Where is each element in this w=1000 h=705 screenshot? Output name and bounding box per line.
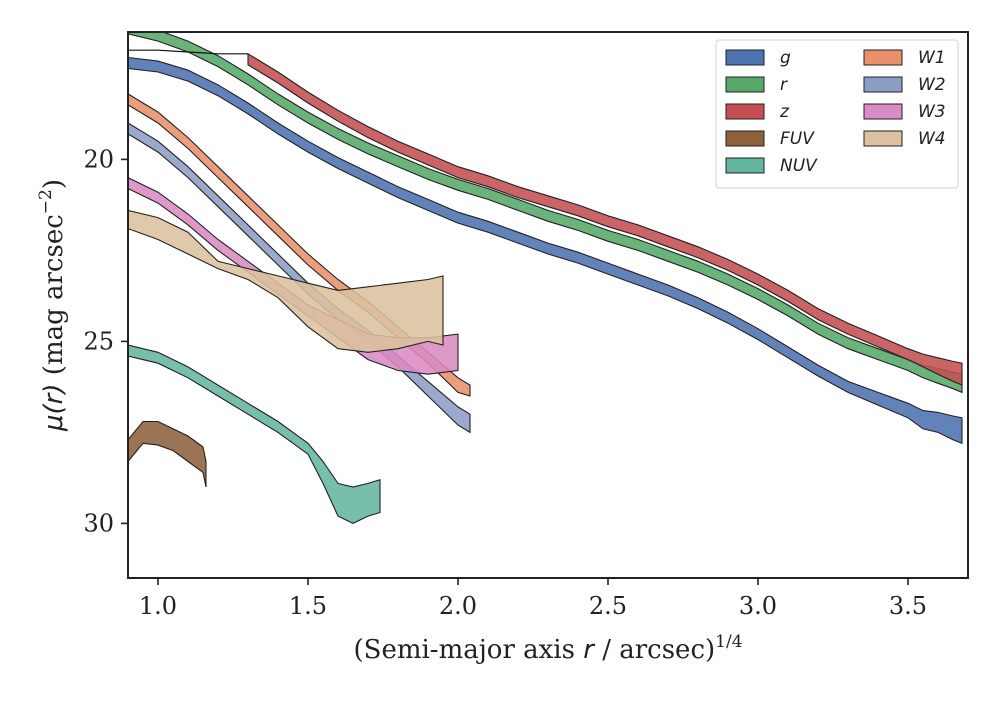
legend-swatch [863,103,903,120]
y-tick-label: 20 [83,145,114,173]
y-tick-label: 25 [83,327,114,355]
legend-swatch [863,130,903,147]
legend-label: r [780,75,788,95]
legend-item-w1: W1 [863,48,946,68]
series-band-z [247,52,963,386]
series-band-fuv [128,420,207,488]
legend-label: NUV [780,156,818,176]
legend-swatch [863,76,903,93]
legend-label: g [780,48,791,68]
legend-item-fuv: FUV [725,129,815,149]
axes-layer: 1.0 1.5 2.0 2.5 3.0 3.5 20 25 30 (Semi-major axis… [36,31,969,665]
legend-item-w2: W2 [863,75,946,95]
legend-item-g: g [725,48,791,68]
legend-item-z: z [725,102,790,122]
y-axis-label: μ(r) (mag arcsec−2) [36,179,69,432]
legend-swatch [725,130,765,147]
x-tick-label: 3.0 [739,592,777,620]
x-tick-label: 1.5 [289,592,327,620]
legend-label: W1 [918,48,946,68]
legend: grz FUV NUV W1 W2 W3 W4 [715,39,959,189]
legend-item-w4: W4 [863,129,946,149]
x-tick-label: 3.5 [889,592,927,620]
series-band-g [128,56,963,445]
legend-label: W4 [918,129,946,149]
legend-swatch [863,49,903,66]
series-band-w3 [128,176,459,375]
plot-frame [127,31,969,579]
y-tick-label: 30 [83,509,114,537]
legend-label: z [779,102,790,122]
series-layer [128,32,963,525]
legend-item-w3: W3 [863,102,946,122]
legend-swatch [725,76,765,93]
legend-item-r: r [725,75,788,95]
legend-label: FUV [780,129,815,149]
x-tick-label: 2.0 [439,592,477,620]
legend-item-nuv: NUV [725,156,818,176]
legend-label: W2 [918,75,946,95]
legend-swatch [725,103,765,120]
x-tick-label: 1.0 [139,592,177,620]
x-tick-label: 2.5 [589,592,627,620]
reference-line [128,49,248,55]
legend-swatch [725,157,765,174]
legend-label: W3 [918,102,946,122]
legend-swatch [725,49,765,66]
series-band-nuv [128,344,381,525]
series-band-w4 [128,209,444,353]
x-axis-label: (Semi-major axis r / arcsec)1/4 [353,632,742,665]
series-band-r [128,32,963,394]
